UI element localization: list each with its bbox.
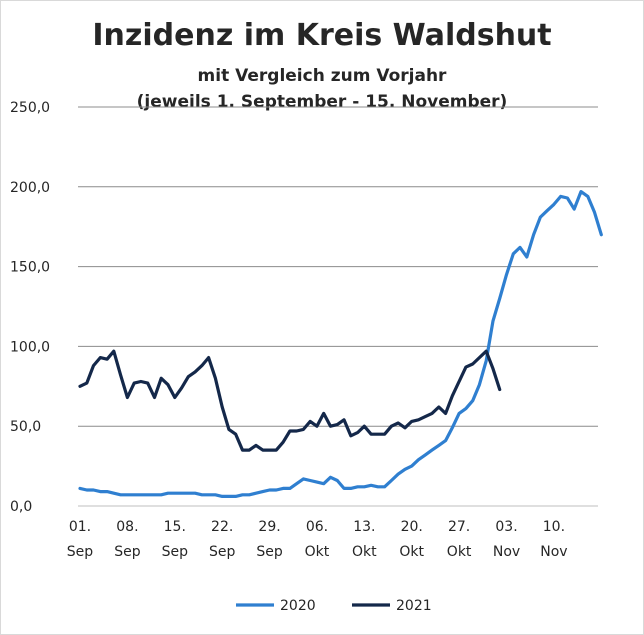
x-tick-label-month: Okt xyxy=(447,544,472,560)
x-tick-label-day: 27. xyxy=(448,519,470,535)
x-tick-label-month: Sep xyxy=(162,544,189,560)
y-tick-label: 50,0 xyxy=(10,419,41,435)
y-tick-label: 0,0 xyxy=(10,499,32,515)
x-tick-label-month: Okt xyxy=(399,544,424,560)
series-line-2020 xyxy=(78,190,603,498)
x-tick-label-month: Sep xyxy=(256,544,283,560)
y-tick-label: 150,0 xyxy=(10,260,50,276)
x-tick-label-day: 15. xyxy=(164,519,186,535)
x-tick-label-day: 29. xyxy=(258,519,280,535)
x-tick-label-day: 10. xyxy=(543,519,565,535)
x-tick-label-day: 22. xyxy=(211,519,233,535)
x-tick-label-day: 13. xyxy=(353,519,375,535)
y-tick-label: 200,0 xyxy=(10,180,50,196)
x-tick-label-day: 03. xyxy=(495,519,517,535)
x-tick-label-day: 20. xyxy=(401,519,423,535)
x-tick-label-month: Sep xyxy=(67,544,94,560)
series-line-2021 xyxy=(78,349,502,452)
x-tick-label-month: Sep xyxy=(209,544,236,560)
x-tick-label-month: Nov xyxy=(540,544,567,560)
x-tick-label-month: Sep xyxy=(114,544,141,560)
legend-label-2020: 2020 xyxy=(280,598,316,614)
x-tick-label-day: 01. xyxy=(69,519,91,535)
chart-title: Inzidenz im Kreis Waldshut xyxy=(92,18,552,53)
legend-label-2021: 2021 xyxy=(396,598,432,614)
y-tick-label: 100,0 xyxy=(10,339,50,355)
x-tick-label-day: 06. xyxy=(306,519,328,535)
x-tick-label-month: Okt xyxy=(352,544,377,560)
x-tick-label-day: 08. xyxy=(116,519,138,535)
x-tick-label-month: Okt xyxy=(305,544,330,560)
x-tick-label-month: Nov xyxy=(493,544,520,560)
chart-subtitle-line1: mit Vergleich zum Vorjahr xyxy=(197,66,447,86)
y-tick-label: 250,0 xyxy=(10,100,50,116)
